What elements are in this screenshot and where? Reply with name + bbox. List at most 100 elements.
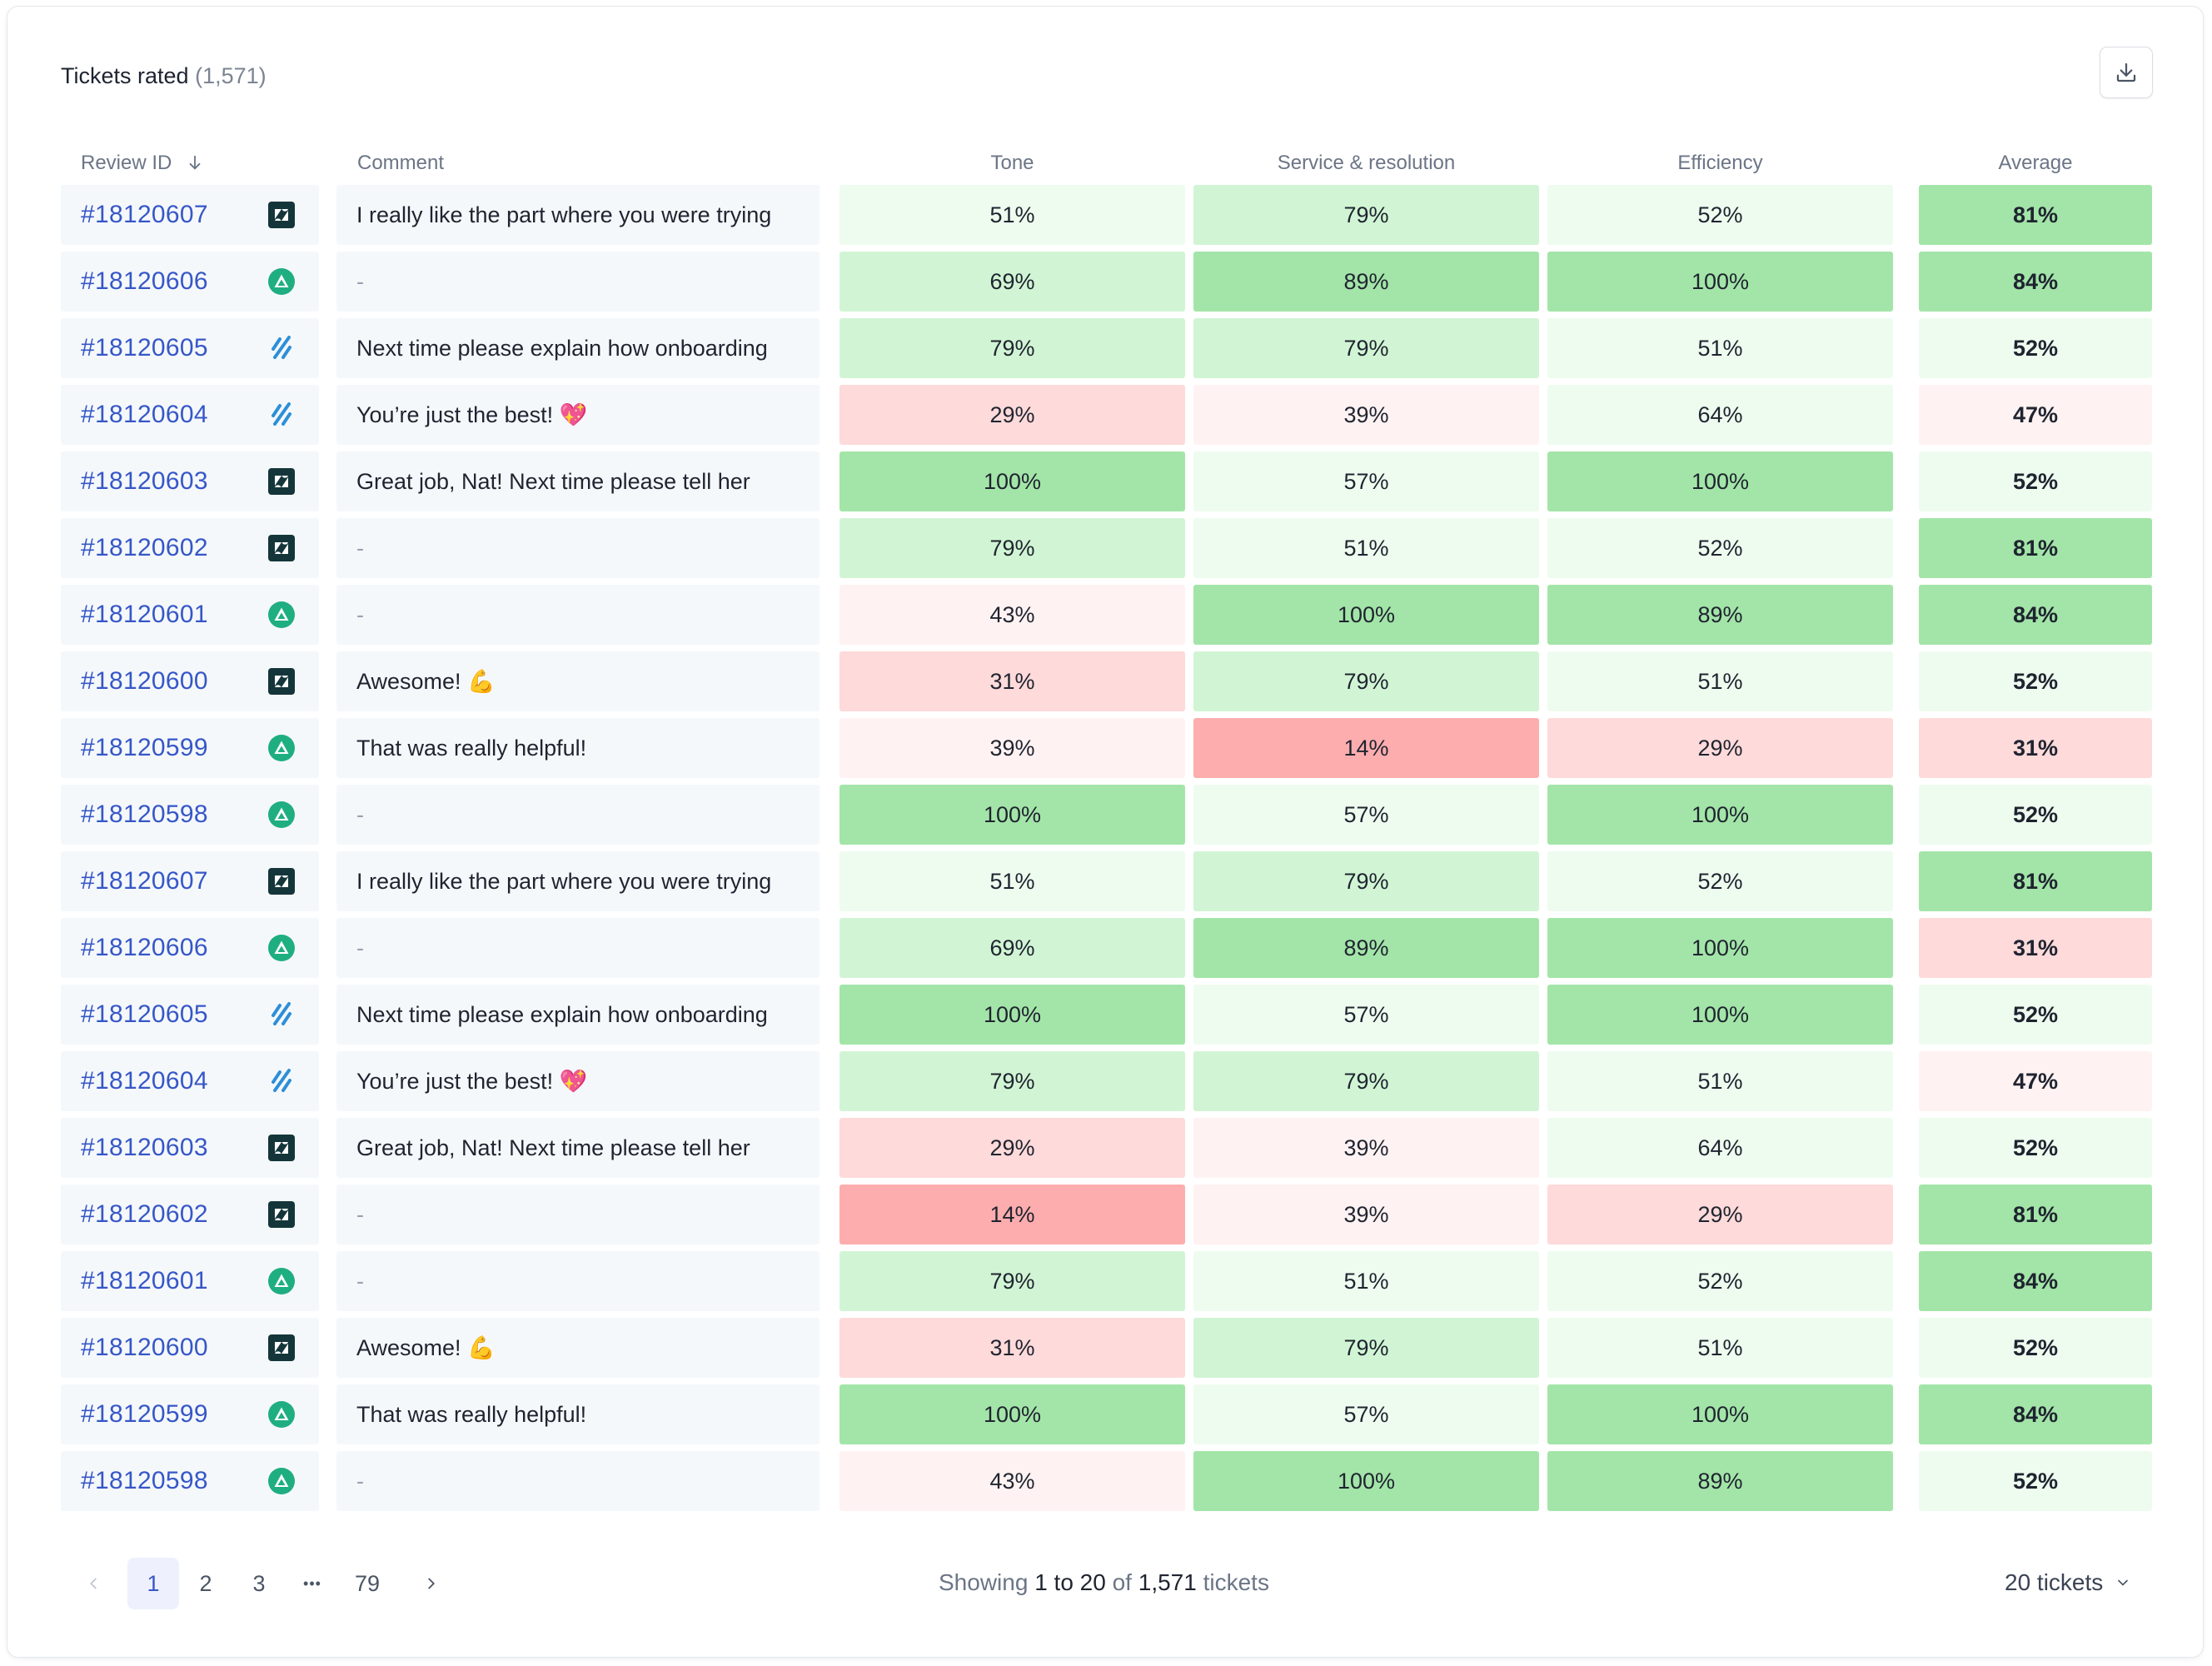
tone-score-cell: 51% — [839, 851, 1185, 911]
tone-score-cell: 31% — [839, 1318, 1185, 1378]
review-id-link[interactable]: #18120599 — [81, 734, 208, 761]
review-id-link[interactable]: #18120606 — [81, 267, 208, 295]
comment-text: Next time please explain how onboarding — [356, 1001, 768, 1027]
download-icon — [2116, 62, 2136, 82]
page-button-3[interactable]: 3 — [252, 1570, 266, 1596]
efficiency-score-cell: 52% — [1547, 185, 1893, 245]
efficiency-score-cell: 51% — [1547, 318, 1893, 378]
page-ellipsis[interactable]: ••• — [303, 1574, 321, 1592]
comment-fade — [786, 1451, 820, 1511]
comment-fade — [786, 851, 820, 911]
tone-score-cell: 14% — [839, 1185, 1185, 1245]
comment-fade — [786, 252, 820, 312]
review-id-link[interactable]: #18120601 — [81, 601, 208, 628]
review-id-link[interactable]: #18120598 — [81, 1467, 208, 1494]
comment-text: Awesome! 💪 — [356, 669, 496, 694]
review-id-cell: #18120599 — [61, 1384, 319, 1444]
review-id-link[interactable]: #18120598 — [81, 801, 208, 828]
review-id-link[interactable]: #18120601 — [81, 1267, 208, 1294]
service-resolution-score-cell: 89% — [1193, 918, 1539, 978]
column-header-tone[interactable]: Tone — [990, 152, 1034, 174]
comment-text: - — [356, 535, 364, 561]
tickets-rated-card: Tickets rated (1,571) Review ID Comment … — [7, 6, 2204, 1658]
review-id-cell: #18120604 — [61, 1051, 319, 1111]
column-header-average[interactable]: Average — [1998, 152, 2073, 174]
next-page-button[interactable] — [406, 1558, 457, 1609]
card-title-text: Tickets rated — [61, 63, 189, 88]
efficiency-score-cell: 100% — [1547, 451, 1893, 511]
comment-text: - — [356, 935, 364, 960]
review-id-link[interactable]: #18120599 — [81, 1400, 208, 1428]
service-resolution-score-cell: 51% — [1193, 1251, 1539, 1311]
service-resolution-score-cell: 57% — [1193, 451, 1539, 511]
efficiency-score-cell: 89% — [1547, 585, 1893, 645]
comment-text: Great job, Nat! Next time please tell he… — [356, 468, 750, 494]
previous-page-button[interactable] — [67, 1558, 119, 1609]
comment-text: - — [356, 801, 364, 827]
review-id-link[interactable]: #18120605 — [81, 1000, 208, 1028]
comment-text: Great job, Nat! Next time please tell he… — [356, 1135, 750, 1160]
comment-cell: You’re just the best! 💖 — [336, 385, 820, 445]
service-resolution-score-cell: 79% — [1193, 651, 1539, 711]
review-id-link[interactable]: #18120607 — [81, 867, 208, 895]
review-id-link[interactable]: #18120600 — [81, 1334, 208, 1361]
comment-fade — [786, 385, 820, 445]
review-id-link[interactable]: #18120602 — [81, 534, 208, 561]
comment-fade — [786, 651, 820, 711]
tone-score-cell: 43% — [839, 585, 1185, 645]
review-id-link[interactable]: #18120606 — [81, 934, 208, 961]
review-id-cell: #18120603 — [61, 451, 319, 511]
review-id-link[interactable]: #18120604 — [81, 1067, 208, 1095]
page-button-1[interactable]: 1 — [127, 1558, 179, 1609]
page-button-2[interactable]: 2 — [199, 1570, 212, 1596]
front-icon — [268, 268, 295, 295]
intercom-icon — [268, 402, 295, 428]
average-score-cell: 84% — [1919, 1384, 2152, 1444]
zendesk-icon — [268, 668, 295, 695]
review-id-cell: #18120604 — [61, 385, 319, 445]
review-id-link[interactable]: #18120603 — [81, 1134, 208, 1161]
tone-score-cell: 43% — [839, 1451, 1185, 1511]
comment-fade — [786, 1251, 820, 1311]
front-icon — [268, 601, 295, 628]
comment-text: Next time please explain how onboarding — [356, 335, 768, 361]
efficiency-score-cell: 52% — [1547, 1251, 1893, 1311]
average-score-cell: 52% — [1919, 318, 2152, 378]
review-id-header-label: Review ID — [81, 152, 172, 174]
per-page-select[interactable]: 20 tickets — [2005, 1569, 2131, 1596]
review-id-link[interactable]: #18120600 — [81, 667, 208, 695]
zendesk-icon — [268, 535, 295, 561]
comment-cell: Great job, Nat! Next time please tell he… — [336, 451, 820, 511]
column-header-comment[interactable]: Comment — [357, 152, 445, 174]
comment-fade — [786, 1318, 820, 1378]
comment-cell: I really like the part where you were tr… — [336, 851, 820, 911]
comment-cell: Next time please explain how onboarding — [336, 985, 820, 1045]
tone-score-cell: 100% — [839, 985, 1185, 1045]
page-button-79[interactable]: 79 — [354, 1570, 381, 1596]
review-id-link[interactable]: #18120607 — [81, 201, 208, 228]
tone-score-cell: 100% — [839, 451, 1185, 511]
column-header-review-id[interactable]: Review ID — [81, 149, 204, 177]
comment-fade — [786, 318, 820, 378]
average-score-cell: 47% — [1919, 385, 2152, 445]
average-score-cell: 52% — [1919, 651, 2152, 711]
efficiency-score-cell: 100% — [1547, 785, 1893, 845]
efficiency-score-cell: 52% — [1547, 851, 1893, 911]
review-id-link[interactable]: #18120604 — [81, 401, 208, 428]
review-id-link[interactable]: #18120603 — [81, 467, 208, 495]
column-header-efficiency[interactable]: Efficiency — [1677, 152, 1763, 174]
review-id-link[interactable]: #18120605 — [81, 334, 208, 362]
review-id-cell: #18120605 — [61, 985, 319, 1045]
efficiency-score-cell: 100% — [1547, 918, 1893, 978]
average-score-cell: 81% — [1919, 185, 2152, 245]
summary-total: 1,571 — [1138, 1569, 1197, 1595]
service-resolution-score-cell: 39% — [1193, 1118, 1539, 1178]
comment-fade — [786, 718, 820, 778]
download-button[interactable] — [2100, 47, 2153, 98]
summary-range: 1 to 20 — [1034, 1569, 1106, 1595]
efficiency-score-cell: 100% — [1547, 985, 1893, 1045]
efficiency-score-cell: 51% — [1547, 1318, 1893, 1378]
arrow-down-icon — [189, 155, 201, 170]
column-header-service-resolution[interactable]: Service & resolution — [1277, 152, 1456, 174]
review-id-link[interactable]: #18120602 — [81, 1200, 208, 1228]
